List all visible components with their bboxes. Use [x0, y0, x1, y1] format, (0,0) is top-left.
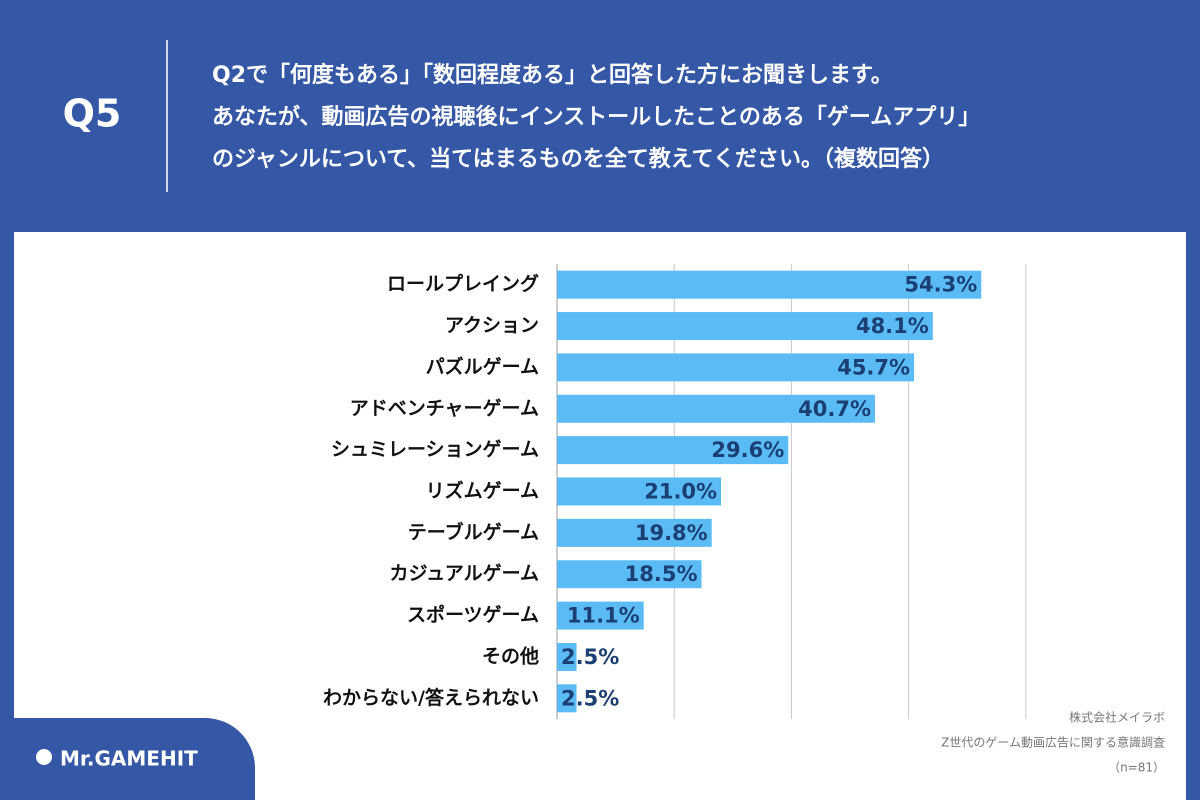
bar	[557, 684, 577, 713]
value-label: 2.5%	[561, 645, 619, 669]
value-label: 45.7%	[837, 355, 910, 379]
value-label: 29.6%	[711, 438, 784, 462]
logo-tab	[0, 718, 255, 800]
bar	[557, 642, 577, 671]
chart: ロールプレイング 54.3% アクション 48.1% パズルゲーム 45.7% アドベンチャ…	[323, 264, 1027, 719]
question-line: のジャンルについて、当てはまるものを全て教えてください。（複数回答）	[212, 146, 944, 172]
category-label: アドベンチャーゲーム	[350, 397, 539, 419]
category-label: その他	[482, 644, 539, 667]
category-label: わからない/答えられない	[323, 686, 539, 709]
value-label: 2.5%	[561, 686, 619, 710]
bar	[557, 394, 876, 423]
question-line: あなたが、動画広告の視聴後にインストールしたことのある「ゲームアプリ」	[212, 104, 980, 130]
logo: Mr.GAMEHIT	[60, 747, 198, 771]
value-label: 48.1%	[856, 314, 929, 338]
source: Z世代のゲーム動画広告に関する意識調査	[941, 735, 1165, 750]
category-label: テーブルゲーム	[408, 520, 539, 543]
bar	[557, 270, 982, 299]
question-label: Q5	[63, 92, 122, 136]
bar	[557, 353, 915, 382]
value-label: 40.7%	[798, 397, 871, 421]
bar	[557, 436, 789, 465]
bar	[557, 477, 722, 506]
bar	[557, 560, 702, 589]
value-label: 19.8%	[635, 521, 708, 545]
source: 株式会社メイラボ	[1069, 710, 1165, 725]
value-label: 21.0%	[644, 480, 717, 504]
value-label: 11.1%	[567, 604, 640, 628]
category-label: スポーツゲーム	[407, 603, 539, 626]
category-label: パズルゲーム	[426, 355, 539, 378]
category-label: アクション	[445, 315, 539, 337]
logo-icon	[36, 749, 52, 765]
value-label: 18.5%	[625, 562, 698, 586]
bar	[557, 601, 644, 630]
value-label: 54.3%	[904, 273, 977, 297]
category-label: カジュアルゲーム	[389, 563, 539, 585]
category-label: リズムゲーム	[426, 479, 539, 502]
bar	[557, 518, 712, 547]
question-line: Q2で「何度もある」「数回程度ある」と回答した方にお聞きします。	[212, 62, 893, 88]
category-label: ロールプレイング	[387, 272, 539, 295]
bar	[557, 312, 933, 341]
source: （n=81）	[1108, 761, 1165, 775]
category-label: シュミレーションゲーム	[331, 439, 539, 461]
